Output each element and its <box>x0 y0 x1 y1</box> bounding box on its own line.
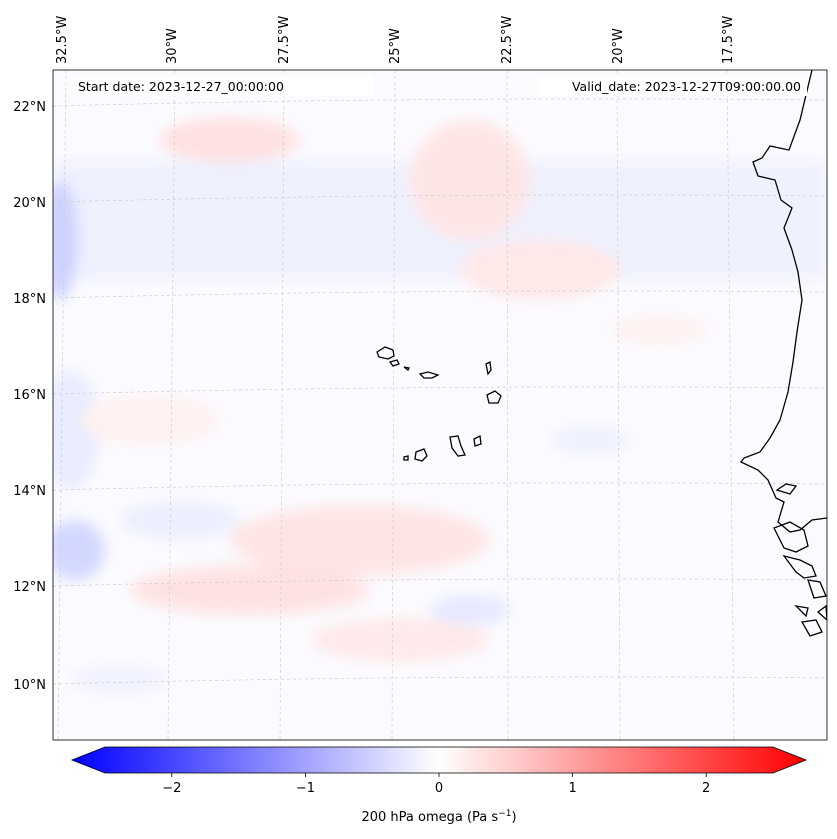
latitude-labels: 22°N 20°N 18°N 16°N 14°N 12°N 10°N <box>13 100 46 693</box>
map-panel: Start date: 2023-12-27_00:00:00 Valid_da… <box>53 70 827 740</box>
island-boa-vista <box>486 390 502 404</box>
lat-label: 10°N <box>13 678 46 693</box>
colorbar-tick-label: 2 <box>702 781 710 796</box>
omega-field <box>53 118 827 695</box>
island-sao-nicolau <box>418 371 440 379</box>
island-santo-antao <box>376 346 395 360</box>
island-sao-vicente <box>388 359 400 367</box>
island-brava <box>403 455 409 461</box>
colorbar-tick-label: 1 <box>568 781 576 796</box>
valid-date-text: Valid_date: 2023-12-27T09:00:00.00 <box>572 79 801 94</box>
cape-verde-islands <box>376 346 502 462</box>
start-date-text: Start date: 2023-12-27_00:00:00 <box>78 79 284 94</box>
longitude-labels: 32.5°W 30°W 27.5°W 25°W 22.5°W 20°W 17.5… <box>55 16 736 64</box>
lat-label: 12°N <box>13 580 46 595</box>
lat-label: 14°N <box>13 484 46 499</box>
lat-label: 22°N <box>13 100 46 115</box>
lat-label: 16°N <box>13 388 46 403</box>
colorbar-tick-label: −1 <box>296 781 315 796</box>
header-valid: Valid_date: 2023-12-27T09:00:00.00 <box>537 76 807 96</box>
lat-label: 18°N <box>13 292 46 307</box>
island-santa-luzia <box>403 366 410 371</box>
colorbar-ticks: −2 −1 0 1 2 <box>162 773 710 796</box>
lon-label: 32.5°W <box>55 16 70 64</box>
island-sal <box>485 361 492 376</box>
colorbar-bar <box>70 746 808 774</box>
island-santiago <box>449 435 466 457</box>
lon-label: 17.5°W <box>721 16 736 64</box>
colorbar-tick-label: 0 <box>435 781 443 796</box>
lat-label: 20°N <box>13 196 46 211</box>
lon-label: 30°W <box>165 28 180 64</box>
header-start: Start date: 2023-12-27_00:00:00 <box>73 76 373 96</box>
lon-label: 25°W <box>388 28 403 64</box>
map-frame <box>52 69 828 741</box>
island-fogo <box>414 448 428 462</box>
graticule <box>53 70 827 740</box>
lon-label: 20°W <box>611 28 626 64</box>
lon-label: 27.5°W <box>277 16 292 64</box>
colorbar-label: 200 hPa omega (Pa s−1) <box>361 809 516 825</box>
island-maio <box>473 435 482 447</box>
colorbar-tick-label: −2 <box>162 781 181 796</box>
colorbar: −2 −1 0 1 2 200 hPa omega (Pa s−1) <box>70 746 808 825</box>
west-africa-coastline <box>740 70 827 637</box>
lon-label: 22.5°W <box>500 16 515 64</box>
